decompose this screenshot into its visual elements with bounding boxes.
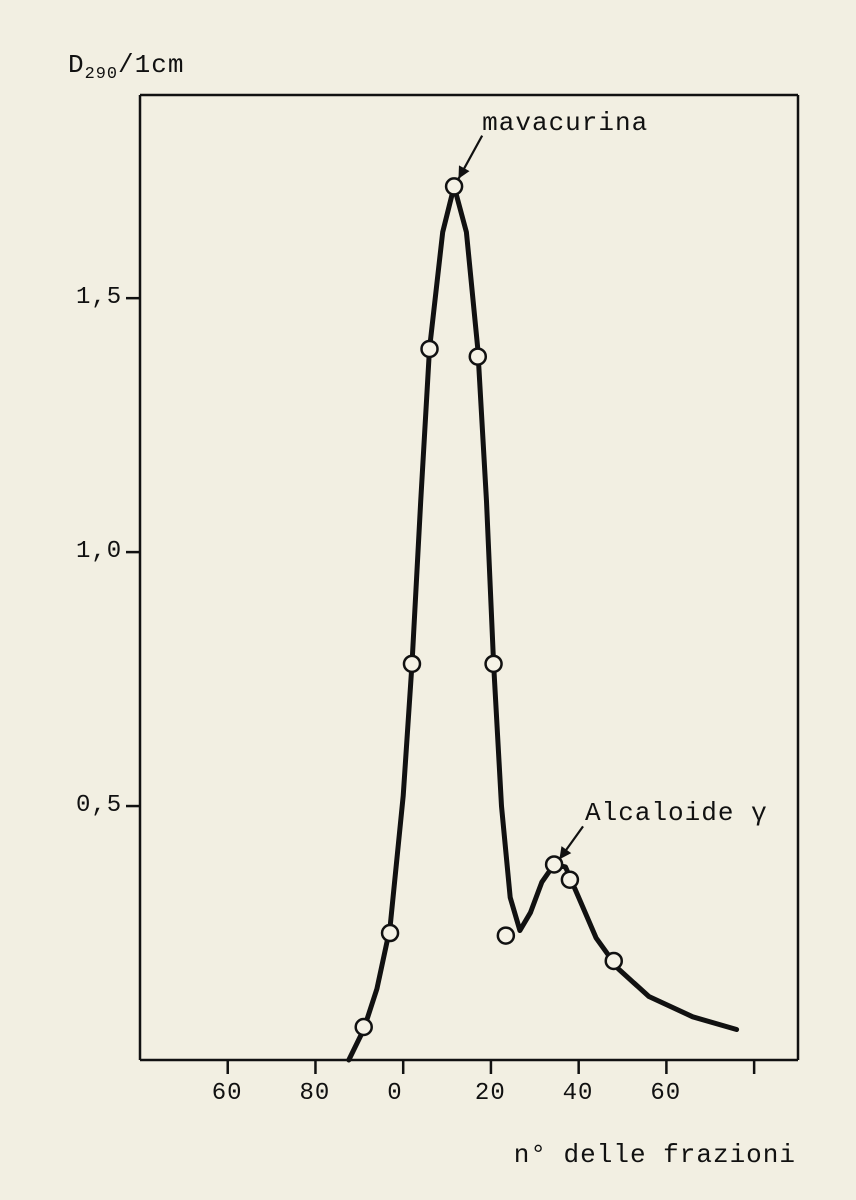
- page: { "chart": { "type": "line", "background…: [0, 0, 856, 1200]
- x-tick-label: 40: [563, 1080, 594, 1107]
- x-tick-label: 0: [387, 1080, 402, 1107]
- y-tick-label: 0,5: [76, 792, 118, 819]
- y-tick-label: 1,5: [76, 284, 118, 311]
- x-tick-label: 60: [650, 1080, 681, 1107]
- x-tick-label: 80: [299, 1080, 330, 1107]
- chart-svg: [68, 60, 808, 1140]
- x-tick-label: 60: [212, 1080, 243, 1107]
- y-tick-label: 1,0: [76, 538, 118, 565]
- chart-container: [68, 60, 808, 1140]
- x-tick-label: 20: [475, 1080, 506, 1107]
- y-axis-label: D290/1cm: [68, 50, 184, 84]
- annotation-mavacurina: mavacurina: [482, 108, 648, 138]
- annotation-alcaloide: Alcaloide γ: [585, 798, 768, 828]
- x-axis-label: n° delle frazioni: [514, 1140, 796, 1170]
